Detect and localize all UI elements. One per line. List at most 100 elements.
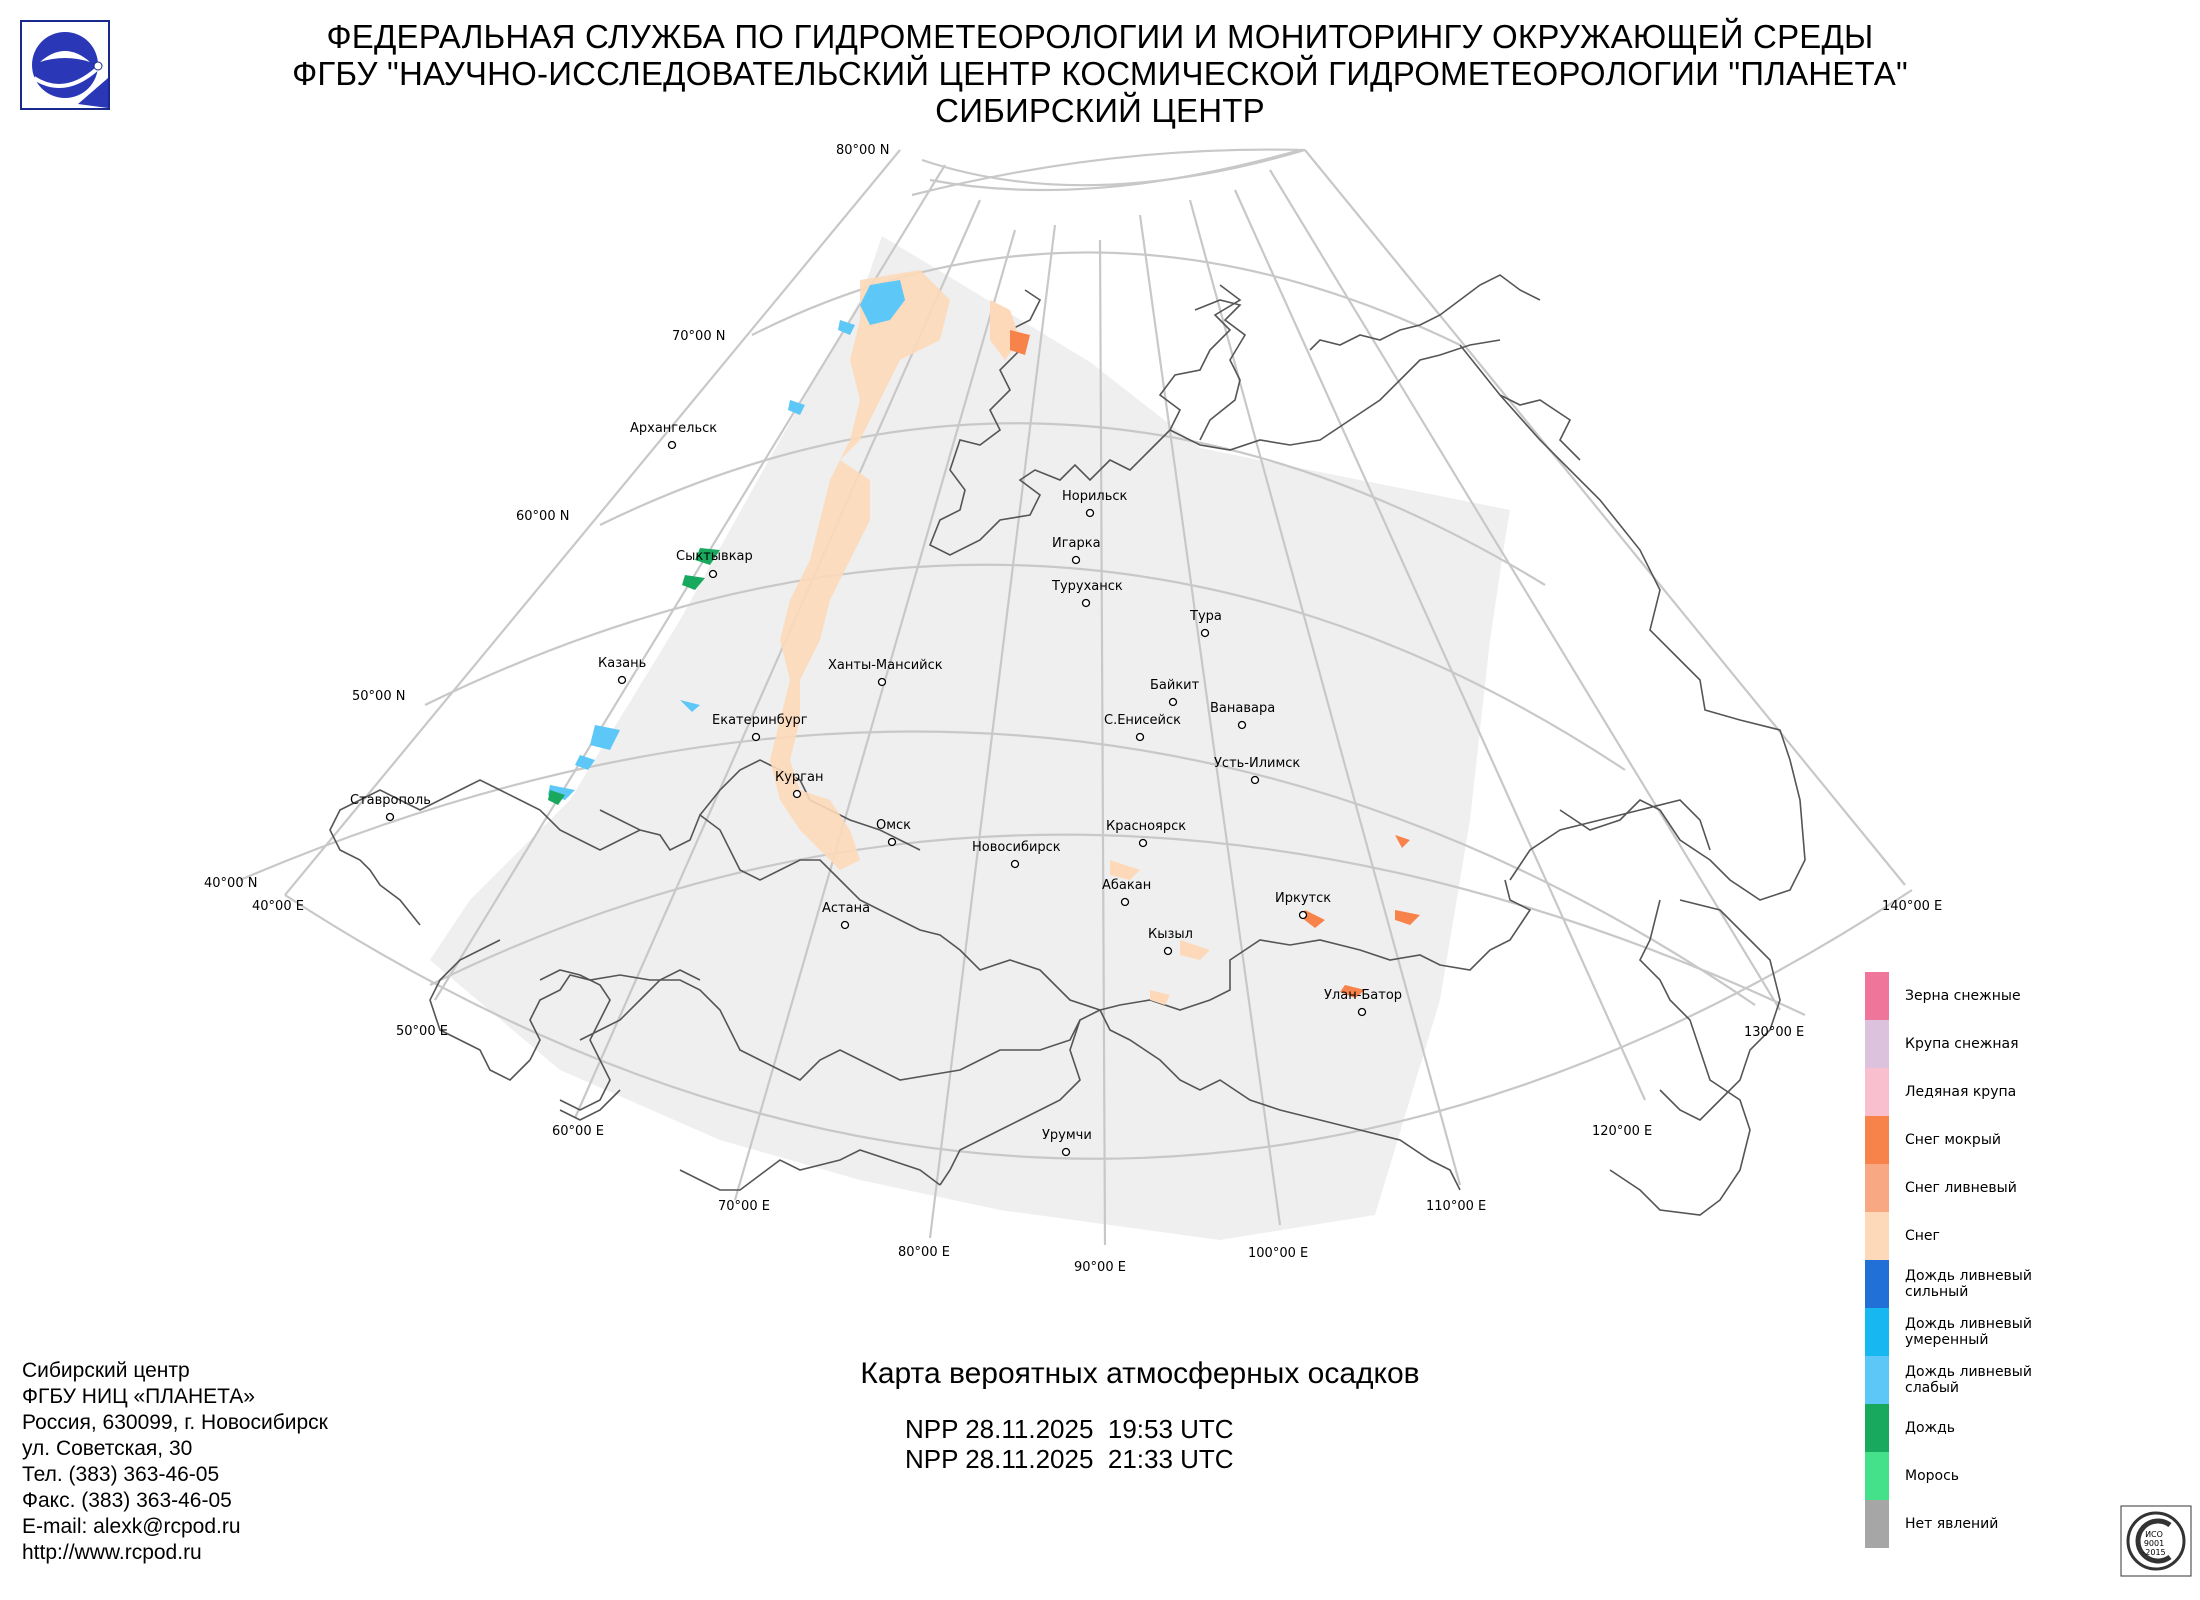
legend-item: Дождь ливневый умеренный	[1865, 1308, 2165, 1356]
satellite-swath	[430, 236, 1510, 1240]
legend-swatch	[1865, 1500, 1889, 1548]
legend-swatch	[1865, 1404, 1889, 1452]
legend-label: Снег	[1905, 1228, 1940, 1244]
header-line-2: ФГБУ "НАУЧНО-ИССЛЕДОВАТЕЛЬСКИЙ ЦЕНТР КОС…	[292, 55, 1908, 92]
lon-label: 60°00 E	[552, 1124, 604, 1139]
contact-line: ФГБУ НИЦ «ПЛАНЕТА»	[22, 1385, 255, 1408]
lon-label: 110°00 E	[1426, 1199, 1486, 1214]
legend-item: Ледяная крупа	[1865, 1068, 2165, 1116]
city-marker	[617, 675, 627, 685]
lon-label: 90°00 E	[1074, 1260, 1126, 1275]
legend-swatch	[1865, 1308, 1889, 1356]
planeta-logo	[20, 20, 110, 110]
legend-item: Снег мокрый	[1865, 1116, 2165, 1164]
contact-line: ул. Советская, 30	[22, 1437, 193, 1460]
lon-label: 130°00 E	[1744, 1025, 1804, 1040]
header-line-1: ФЕДЕРАЛЬНАЯ СЛУЖБА ПО ГИДРОМЕТЕОРОЛОГИИ …	[326, 18, 1874, 55]
longitude-grid	[284, 149, 1906, 1246]
legend-label: Дождь ливневый слабый	[1905, 1364, 2032, 1396]
legend-swatch	[1865, 972, 1889, 1020]
precip-light-shower-rain	[548, 280, 905, 800]
svg-text:9001: 9001	[2144, 1539, 2164, 1548]
legend-swatch	[1865, 1116, 1889, 1164]
legend-swatch	[1865, 1068, 1889, 1116]
city-label: Урумчи	[1042, 1128, 1092, 1143]
city-label: Новосибирск	[972, 840, 1061, 855]
precip-snow	[770, 270, 1210, 1005]
cities: Архангельск Норильск Игарка Туруханск Сыктыв…	[350, 421, 1402, 1157]
legend-label: Ледяная крупа	[1905, 1084, 2017, 1100]
city-marker	[887, 837, 897, 847]
svg-text:ИСО: ИСО	[2145, 1530, 2163, 1539]
legend-label: Морось	[1905, 1468, 1960, 1484]
satellite-passes: NPP 28.11.2025 19:53 UTC NPP 28.11.2025 …	[905, 1414, 1234, 1474]
city-label: Ванавара	[1210, 701, 1275, 716]
legend-label: Дождь ливневый сильный	[1905, 1268, 2032, 1300]
city-label: Красноярск	[1106, 819, 1186, 834]
legend-swatch	[1865, 1164, 1889, 1212]
legend-item: Дождь ливневый слабый	[1865, 1356, 2165, 1404]
city-marker	[1237, 720, 1247, 730]
city-label: Кызыл	[1148, 927, 1193, 942]
lat-label: 70°00 N	[672, 329, 725, 344]
contact-line: Сибирский центр	[22, 1359, 190, 1382]
pass-1: NPP 28.11.2025 19:53 UTC	[905, 1414, 1234, 1444]
lon-label: 100°00 E	[1248, 1246, 1308, 1261]
lon-label: 140°00 E	[1882, 899, 1942, 914]
city-label: Архангельск	[630, 421, 717, 436]
contact-line: http://www.rcpod.ru	[22, 1541, 202, 1564]
city-label: Курган	[775, 770, 823, 785]
lat-label: 80°00 N	[836, 143, 889, 158]
lat-label: 50°00 N	[352, 689, 405, 704]
city-label: Омск	[876, 818, 911, 833]
legend-item: Снег	[1865, 1212, 2165, 1260]
lon-label: 120°00 E	[1592, 1124, 1652, 1139]
city-marker	[1135, 732, 1145, 742]
city-label: Екатеринбург	[712, 713, 808, 728]
city-marker	[1200, 628, 1210, 638]
legend-swatch	[1865, 1452, 1889, 1500]
header: ФЕДЕРАЛЬНАЯ СЛУЖБА ПО ГИДРОМЕТЕОРОЛОГИИ …	[0, 18, 2200, 129]
city-label: Усть-Илимск	[1214, 756, 1300, 771]
city-marker	[1061, 1147, 1071, 1157]
grid-labels: 80°00 N 70°00 N 60°00 N 50°00 N 40°00 N 40°00…	[204, 143, 1942, 1275]
city-marker	[1298, 910, 1308, 920]
city-label: Казань	[598, 656, 646, 671]
city-marker	[1081, 598, 1091, 608]
city-marker	[1163, 946, 1173, 956]
city-label: Игарка	[1052, 536, 1101, 551]
map-title: Карта вероятных атмосферных осадков	[860, 1357, 1420, 1390]
lon-label: 40°00 E	[252, 899, 304, 914]
lat-label: 60°00 N	[516, 509, 569, 524]
city-marker	[1120, 897, 1130, 907]
city-marker	[1357, 1007, 1367, 1017]
city-label: Улан-Батор	[1324, 988, 1402, 1003]
legend-item: Крупа снежная	[1865, 1020, 2165, 1068]
city-marker	[1250, 775, 1260, 785]
city-marker	[1138, 838, 1148, 848]
lat-label: 40°00 N	[204, 876, 257, 891]
lon-label: 80°00 E	[898, 1245, 950, 1260]
legend-item: Дождь ливневый сильный	[1865, 1260, 2165, 1308]
legend-label: Снег мокрый	[1905, 1132, 2001, 1148]
legend-label: Крупа снежная	[1905, 1036, 2019, 1052]
svg-text:-2015: -2015	[2142, 1548, 2165, 1557]
legend-swatch	[1865, 1356, 1889, 1404]
city-label: Ханты-Мансийск	[828, 658, 943, 673]
latitude-grid	[239, 148, 1913, 1160]
city-label: Туруханск	[1051, 579, 1123, 594]
contact-line: Россия, 630099, г. Новосибирск	[22, 1411, 328, 1434]
legend-label: Снег ливневый	[1905, 1180, 2017, 1196]
legend-label: Нет явлений	[1905, 1516, 1999, 1532]
city-marker	[1168, 697, 1178, 707]
city-label: Иркутск	[1275, 891, 1331, 906]
legend-item: Снег ливневый	[1865, 1164, 2165, 1212]
legend-label: Дождь ливневый умеренный	[1905, 1316, 2032, 1348]
city-marker	[1071, 555, 1081, 565]
city-marker	[840, 920, 850, 930]
city-marker	[385, 812, 395, 822]
legend-label: Дождь	[1905, 1420, 1956, 1436]
contact-line: Тел. (383) 363-46-05	[22, 1463, 220, 1486]
legend-item: Нет явлений	[1865, 1500, 2165, 1548]
